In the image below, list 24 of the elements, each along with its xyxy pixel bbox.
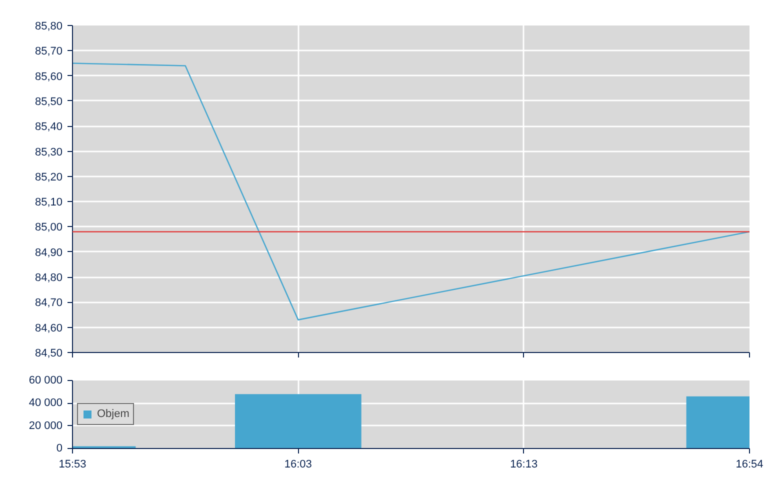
y-tick-label: 85,20 <box>34 171 63 184</box>
y-tick-label: 0 <box>56 442 63 454</box>
y-tick-label: 85,50 <box>34 96 63 108</box>
y-tick-label: 85,00 <box>34 222 63 234</box>
y-tick-label: 40 000 <box>28 397 63 410</box>
y-tick-label: 85,30 <box>34 146 63 158</box>
y-tick-label: 85,60 <box>34 70 63 83</box>
y-tick-label: 84,50 <box>34 348 63 360</box>
x-tick-label: 16:13 <box>510 458 538 470</box>
y-tick-label: 84,70 <box>34 297 63 310</box>
x-tick-label: 16:03 <box>284 458 312 470</box>
y-tick-label: 85,10 <box>34 196 63 209</box>
y-tick-label: 20 000 <box>28 420 63 432</box>
x-tick-label: 15:53 <box>58 458 86 470</box>
y-tick-label: 85,70 <box>34 46 63 58</box>
y-tick-label: 84,90 <box>34 246 63 259</box>
y-tick-label: 85,40 <box>34 121 63 134</box>
line-series <box>72 62 750 320</box>
x-tick-label: 16:54 <box>736 458 764 470</box>
y-tick-label: 84,60 <box>34 322 63 334</box>
y-tick-label: 60 000 <box>28 374 63 386</box>
y-tick-label: 85,80 <box>34 20 63 32</box>
y-tick-label: 84,80 <box>34 272 63 284</box>
legend-label: Objem <box>97 408 130 420</box>
